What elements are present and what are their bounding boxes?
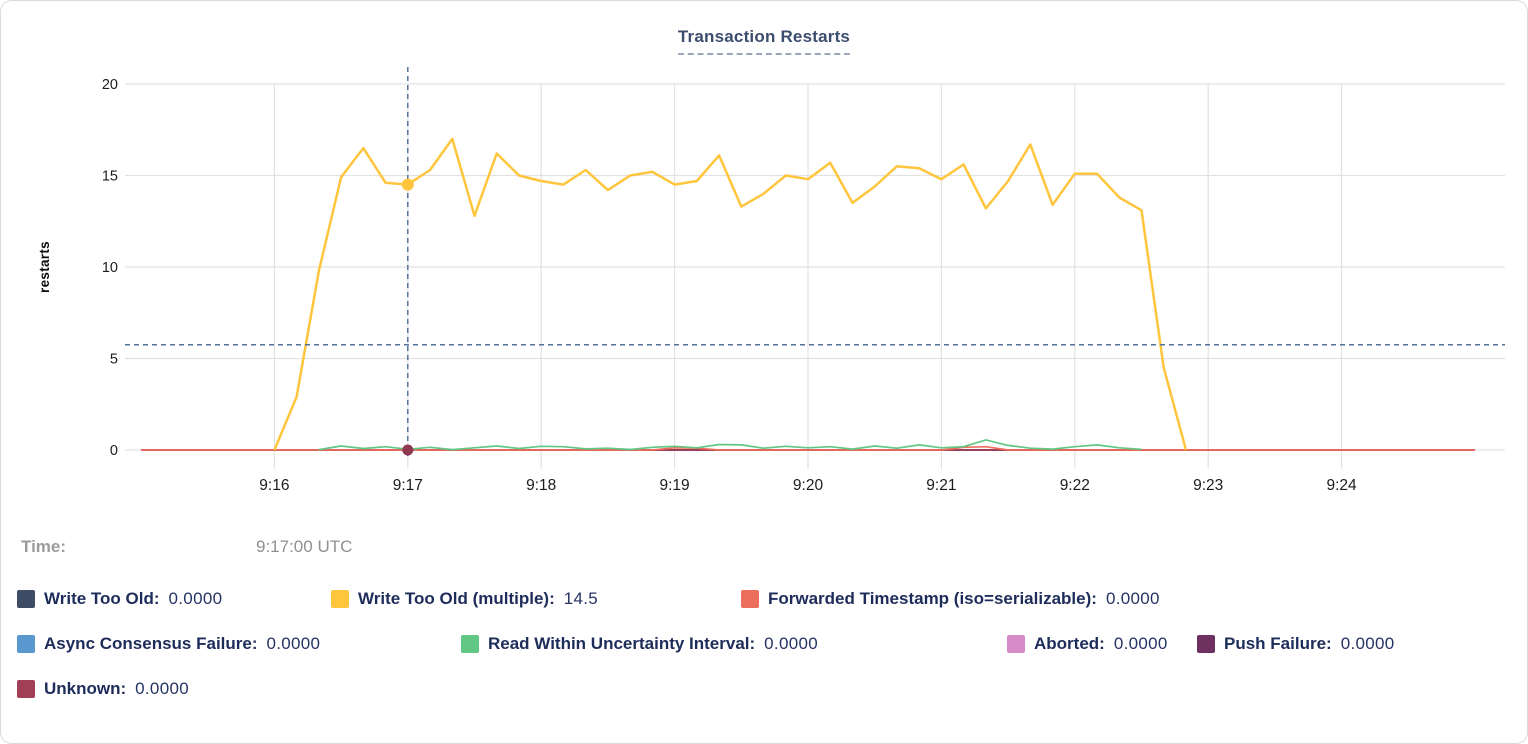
x-tick-label: 9:18	[526, 477, 556, 494]
legend-series-label: Write Too Old:	[44, 589, 160, 608]
chart-title-wrap: Transaction Restarts	[1, 27, 1527, 55]
hover-point	[402, 444, 414, 456]
tooltip-time-value: 9:17:00 UTC	[256, 537, 353, 556]
y-tick-label: 10	[102, 260, 118, 276]
chart-title[interactable]: Transaction Restarts	[677, 27, 851, 55]
legend-row: Async Consensus Failure: 0.0000 Read Withi…	[17, 634, 1517, 654]
legend-item: Unknown: 0.0000	[17, 679, 189, 699]
legend-swatch-icon	[1197, 635, 1215, 653]
legend-item: Async Consensus Failure: 0.0000	[17, 634, 461, 654]
legend-series-value: 0.0000	[168, 589, 223, 608]
legend-series-value: 0.0000	[135, 679, 189, 698]
x-tick-label: 9:24	[1326, 477, 1357, 494]
x-tick-label: 9:17	[393, 477, 423, 494]
x-tick-label: 9:23	[1193, 477, 1223, 494]
legend-series-label: Write Too Old (multiple):	[358, 589, 555, 608]
legend-series-value: 0.0000	[1340, 634, 1395, 653]
y-tick-label: 5	[110, 352, 118, 368]
legend-item: Forwarded Timestamp (iso=serializable): 0…	[741, 589, 1160, 609]
y-tick-label: 20	[102, 77, 118, 93]
legend-series-label: Read Within Uncertainty Interval:	[488, 634, 756, 653]
legend-series-value: 0.0000	[764, 634, 818, 653]
legend-row: Write Too Old: 0.0000 Write Too Old (multi…	[17, 589, 1517, 609]
series-line-read-within-uncertainty-interval	[318, 439, 1142, 451]
legend-swatch-icon	[331, 590, 349, 608]
x-tick-label: 9:22	[1060, 477, 1090, 494]
legend-item: Write Too Old: 0.0000	[17, 589, 331, 609]
legend-item: Push Failure: 0.0000	[1197, 634, 1394, 654]
y-tick-label: 0	[110, 443, 118, 459]
tooltip-time-row: Time: 9:17:00 UTC	[21, 537, 352, 557]
legend-item: Read Within Uncertainty Interval: 0.0000	[461, 634, 1007, 654]
legend-swatch-icon	[461, 635, 479, 653]
y-tick-label: 15	[102, 169, 118, 185]
legend-series-label: Push Failure:	[1224, 634, 1332, 653]
legend-series-value: 0.0000	[1105, 589, 1160, 608]
x-tick-label: 9:20	[793, 477, 824, 494]
legend-item: Write Too Old (multiple): 14.5	[331, 589, 741, 609]
legend-row: Unknown: 0.0000	[17, 679, 1517, 699]
series-line-write-too-old-multiple-	[273, 137, 1188, 451]
x-tick-label: 9:19	[660, 477, 690, 494]
legend-series-label: Async Consensus Failure:	[44, 634, 258, 653]
hover-point	[401, 178, 414, 191]
legend-swatch-icon	[17, 680, 35, 698]
legend-swatch-icon	[741, 590, 759, 608]
tooltip-time-label: Time:	[21, 537, 67, 556]
legend-series-label: Unknown:	[44, 679, 127, 698]
legend-item: Aborted: 0.0000	[1007, 634, 1197, 654]
legend-swatch-icon	[1007, 635, 1025, 653]
x-tick-label: 9:21	[926, 477, 956, 494]
x-tick-label: 9:16	[259, 477, 289, 494]
transaction-restarts-chart[interactable]: 0 5 10 15 20 9:16 9:17 9:18 9:19 9:20 9:21 9:22 9:23…	[1, 1, 1528, 521]
legend-series-value: 14.5	[563, 589, 599, 608]
series-line-forwarded-timestamp-iso-serializable-	[141, 445, 1475, 451]
legend-series-label: Forwarded Timestamp (iso=serializable):	[768, 589, 1097, 608]
legend-swatch-icon	[17, 635, 35, 653]
legend-swatch-icon	[17, 590, 35, 608]
legend-series-value: 0.0000	[1113, 634, 1168, 653]
legend-series-label: Aborted:	[1034, 634, 1105, 653]
y-axis-title: restarts	[37, 241, 52, 293]
legend-series-value: 0.0000	[266, 634, 321, 653]
